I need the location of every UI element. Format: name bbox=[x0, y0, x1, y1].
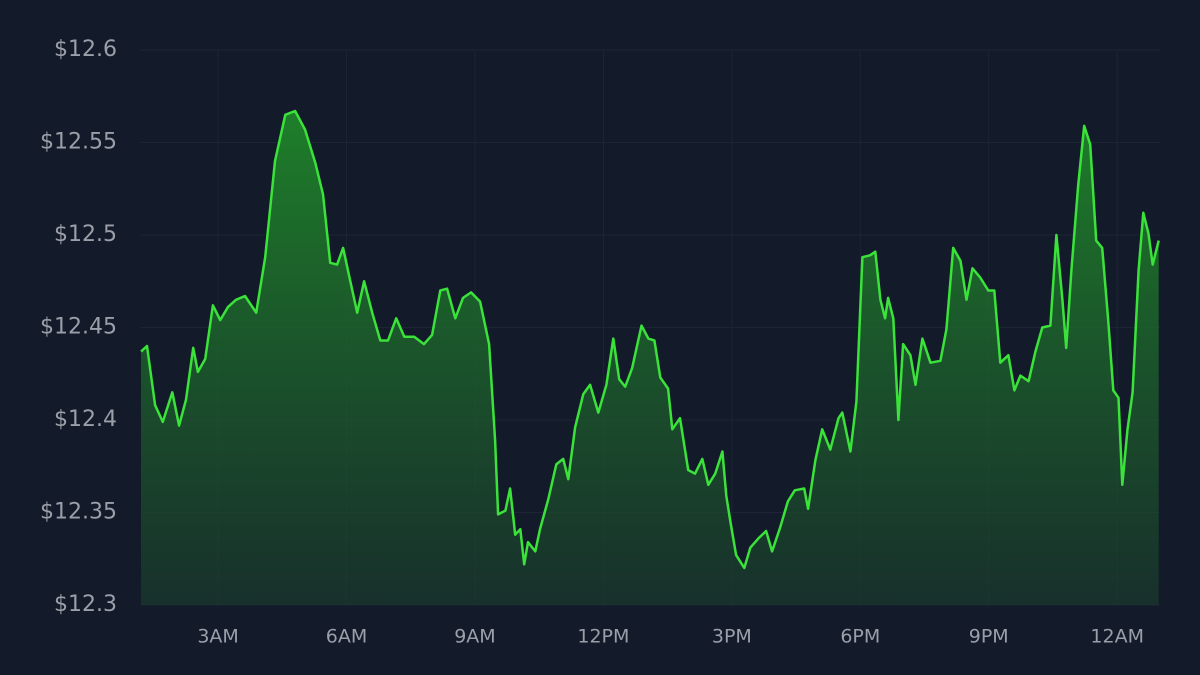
y-tick-label: $12.35 bbox=[40, 500, 117, 525]
y-tick-label: $12.3 bbox=[54, 592, 117, 617]
y-tick-label: $12.55 bbox=[40, 130, 117, 155]
x-tick-label: 6PM bbox=[840, 626, 880, 648]
x-tick-label: 9PM bbox=[969, 626, 1009, 648]
x-tick-label: 12AM bbox=[1090, 626, 1144, 648]
y-tick-label: $12.4 bbox=[54, 407, 117, 432]
y-tick-label: $12.5 bbox=[54, 222, 117, 247]
x-tick-label: 3PM bbox=[712, 626, 752, 648]
x-tick-label: 6AM bbox=[326, 626, 367, 648]
area-fill bbox=[141, 111, 1159, 605]
y-tick-label: $12.6 bbox=[54, 37, 117, 62]
x-tick-label: 9AM bbox=[454, 626, 495, 648]
price-line bbox=[140, 109, 1160, 570]
y-tick-label: $12.45 bbox=[40, 315, 117, 340]
x-tick-label: 12PM bbox=[577, 626, 629, 648]
x-tick-label: 3AM bbox=[197, 626, 238, 648]
